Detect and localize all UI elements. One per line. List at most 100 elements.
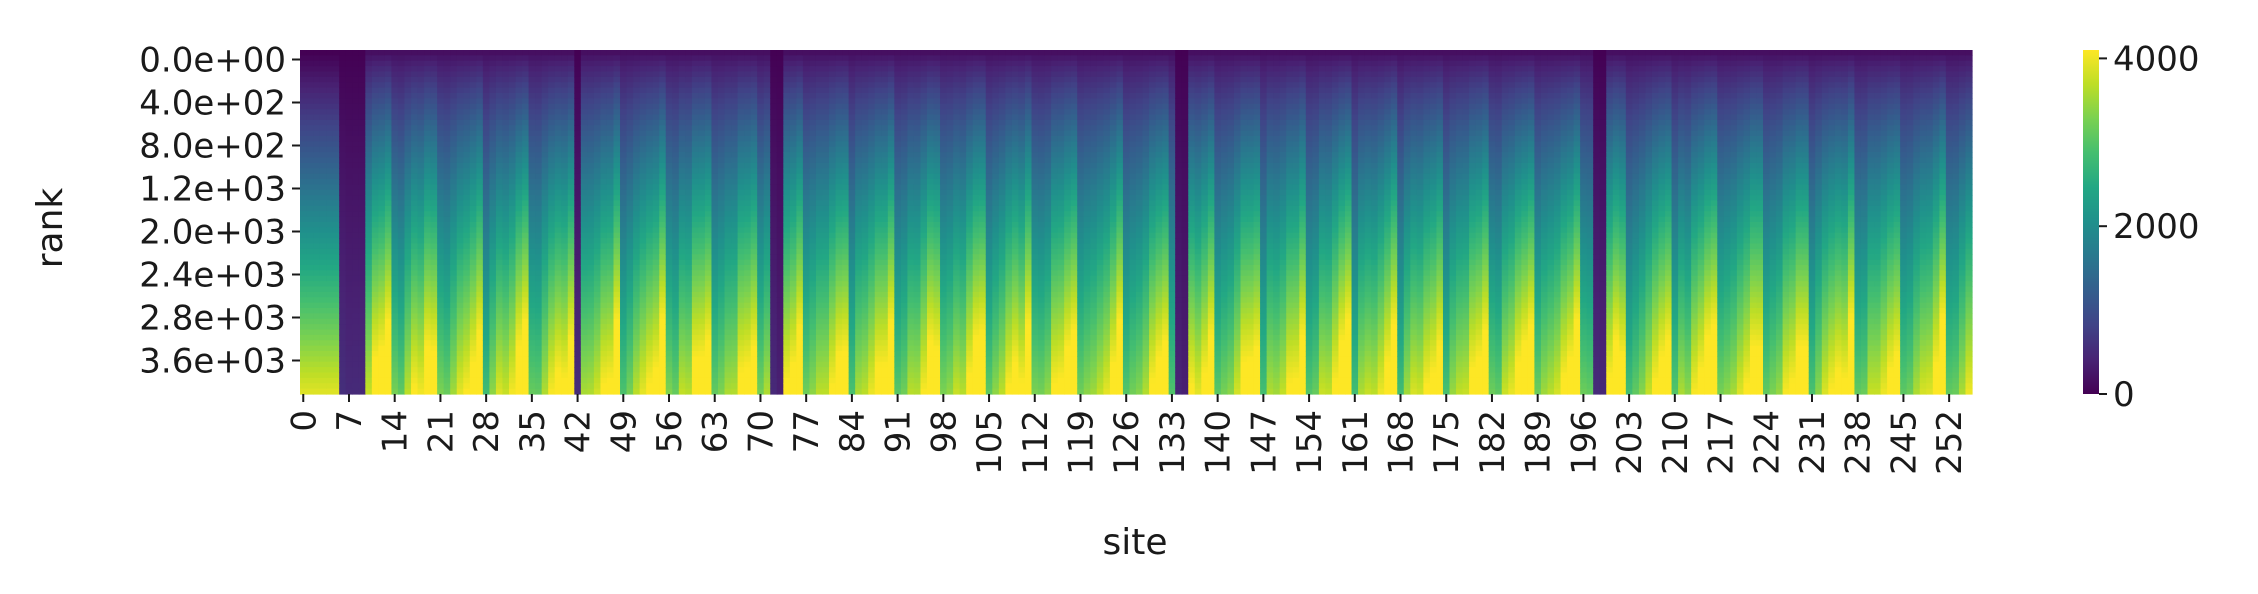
heatmap-cell <box>352 87 360 94</box>
heatmap-cell <box>515 351 523 357</box>
heatmap-cell <box>535 372 543 379</box>
heatmap-cell <box>783 270 791 277</box>
heatmap-cell <box>378 173 386 180</box>
heatmap-cell <box>391 216 399 223</box>
heatmap-cell <box>685 98 693 105</box>
heatmap-cell <box>737 71 745 78</box>
heatmap-cell <box>345 141 353 148</box>
heatmap-cell <box>691 216 700 223</box>
heatmap-cell <box>561 297 569 304</box>
heatmap-cell <box>541 377 549 384</box>
heatmap-cell <box>776 71 784 78</box>
heatmap-cell <box>750 109 758 116</box>
heatmap-cell <box>326 302 334 309</box>
heatmap-cell <box>724 281 732 288</box>
heatmap-cell <box>306 340 314 347</box>
heatmap-cell <box>437 297 445 304</box>
heatmap-cell <box>789 222 797 228</box>
heatmap-cell <box>313 297 321 304</box>
heatmap-cell <box>463 297 471 304</box>
heatmap-cell <box>541 195 549 202</box>
heatmap-cell <box>737 125 745 132</box>
heatmap-cell <box>469 136 477 142</box>
heatmap-cell <box>593 238 602 245</box>
heatmap-cell <box>639 130 647 137</box>
heatmap-cell <box>783 329 791 336</box>
heatmap-cell <box>633 125 641 132</box>
heatmap-cell <box>613 98 621 105</box>
heatmap-cell <box>463 205 471 212</box>
heatmap-cell <box>744 76 752 83</box>
heatmap-cell <box>691 265 700 271</box>
heatmap-column <box>319 50 327 395</box>
heatmap-cell <box>397 125 406 132</box>
heatmap-cell <box>378 334 386 341</box>
heatmap-cell <box>561 168 569 175</box>
heatmap-cell <box>633 351 641 357</box>
heatmap-cell <box>378 302 386 309</box>
heatmap-cell <box>430 109 438 116</box>
heatmap-cell <box>313 211 321 218</box>
heatmap-cell <box>750 125 758 132</box>
heatmap-cell <box>626 189 634 196</box>
heatmap-cell <box>443 184 451 191</box>
heatmap-cell <box>463 157 471 164</box>
heatmap-cell <box>332 254 340 261</box>
heatmap-cell <box>417 173 425 180</box>
heatmap-cell <box>424 318 432 325</box>
heatmap-cell <box>515 146 523 153</box>
heatmap-cell <box>352 55 360 62</box>
heatmap-cell <box>659 216 667 223</box>
heatmap-cell <box>620 200 628 207</box>
heatmap-cell <box>313 377 321 384</box>
heatmap-cell <box>495 114 504 121</box>
heatmap-cell <box>424 184 432 191</box>
heatmap-cell <box>476 222 484 228</box>
heatmap-cell <box>476 248 484 255</box>
heatmap-cell <box>554 87 562 94</box>
heatmap-cell <box>587 340 595 347</box>
heatmap-cell <box>456 109 464 116</box>
heatmap-cell <box>711 286 719 293</box>
heatmap-cell <box>528 184 536 191</box>
heatmap-cell <box>776 302 784 309</box>
heatmap-cell <box>691 157 700 164</box>
heatmap-cell <box>489 248 497 255</box>
heatmap-cell <box>789 265 797 271</box>
heatmap-cell <box>522 71 530 78</box>
heatmap-cell <box>639 232 647 239</box>
heatmap-cell <box>548 82 556 89</box>
heatmap-cell <box>404 313 412 320</box>
heatmap-cell <box>502 179 510 185</box>
heatmap-cell <box>770 356 778 363</box>
heatmap-cell <box>332 119 340 126</box>
heatmap-cell <box>509 179 517 185</box>
heatmap-column <box>718 50 726 395</box>
heatmap-cell <box>411 136 419 142</box>
heatmap-cell <box>633 238 641 245</box>
heatmap-cell <box>417 146 425 153</box>
heatmap-cell <box>626 55 634 62</box>
heatmap-cell <box>711 189 719 196</box>
heatmap-cell <box>606 329 615 336</box>
heatmap-cell <box>750 216 758 223</box>
heatmap-cell <box>672 243 680 250</box>
heatmap-cell <box>365 146 373 153</box>
heatmap-cell <box>482 275 491 282</box>
heatmap-cell <box>541 324 549 331</box>
heatmap-cell <box>352 291 360 298</box>
heatmap-cell <box>411 254 419 261</box>
heatmap-cell <box>646 146 654 153</box>
heatmap-cell <box>665 345 673 352</box>
heatmap-cell <box>789 130 797 137</box>
heatmap-cell <box>704 388 713 395</box>
heatmap-cell <box>528 270 536 277</box>
heatmap-cell <box>724 308 732 314</box>
heatmap-cell <box>541 216 549 223</box>
heatmap-cell <box>711 232 719 239</box>
heatmap-cell <box>495 184 504 191</box>
heatmap-cell <box>371 179 379 185</box>
heatmap-cell <box>606 211 615 218</box>
heatmap-cell <box>430 119 438 126</box>
